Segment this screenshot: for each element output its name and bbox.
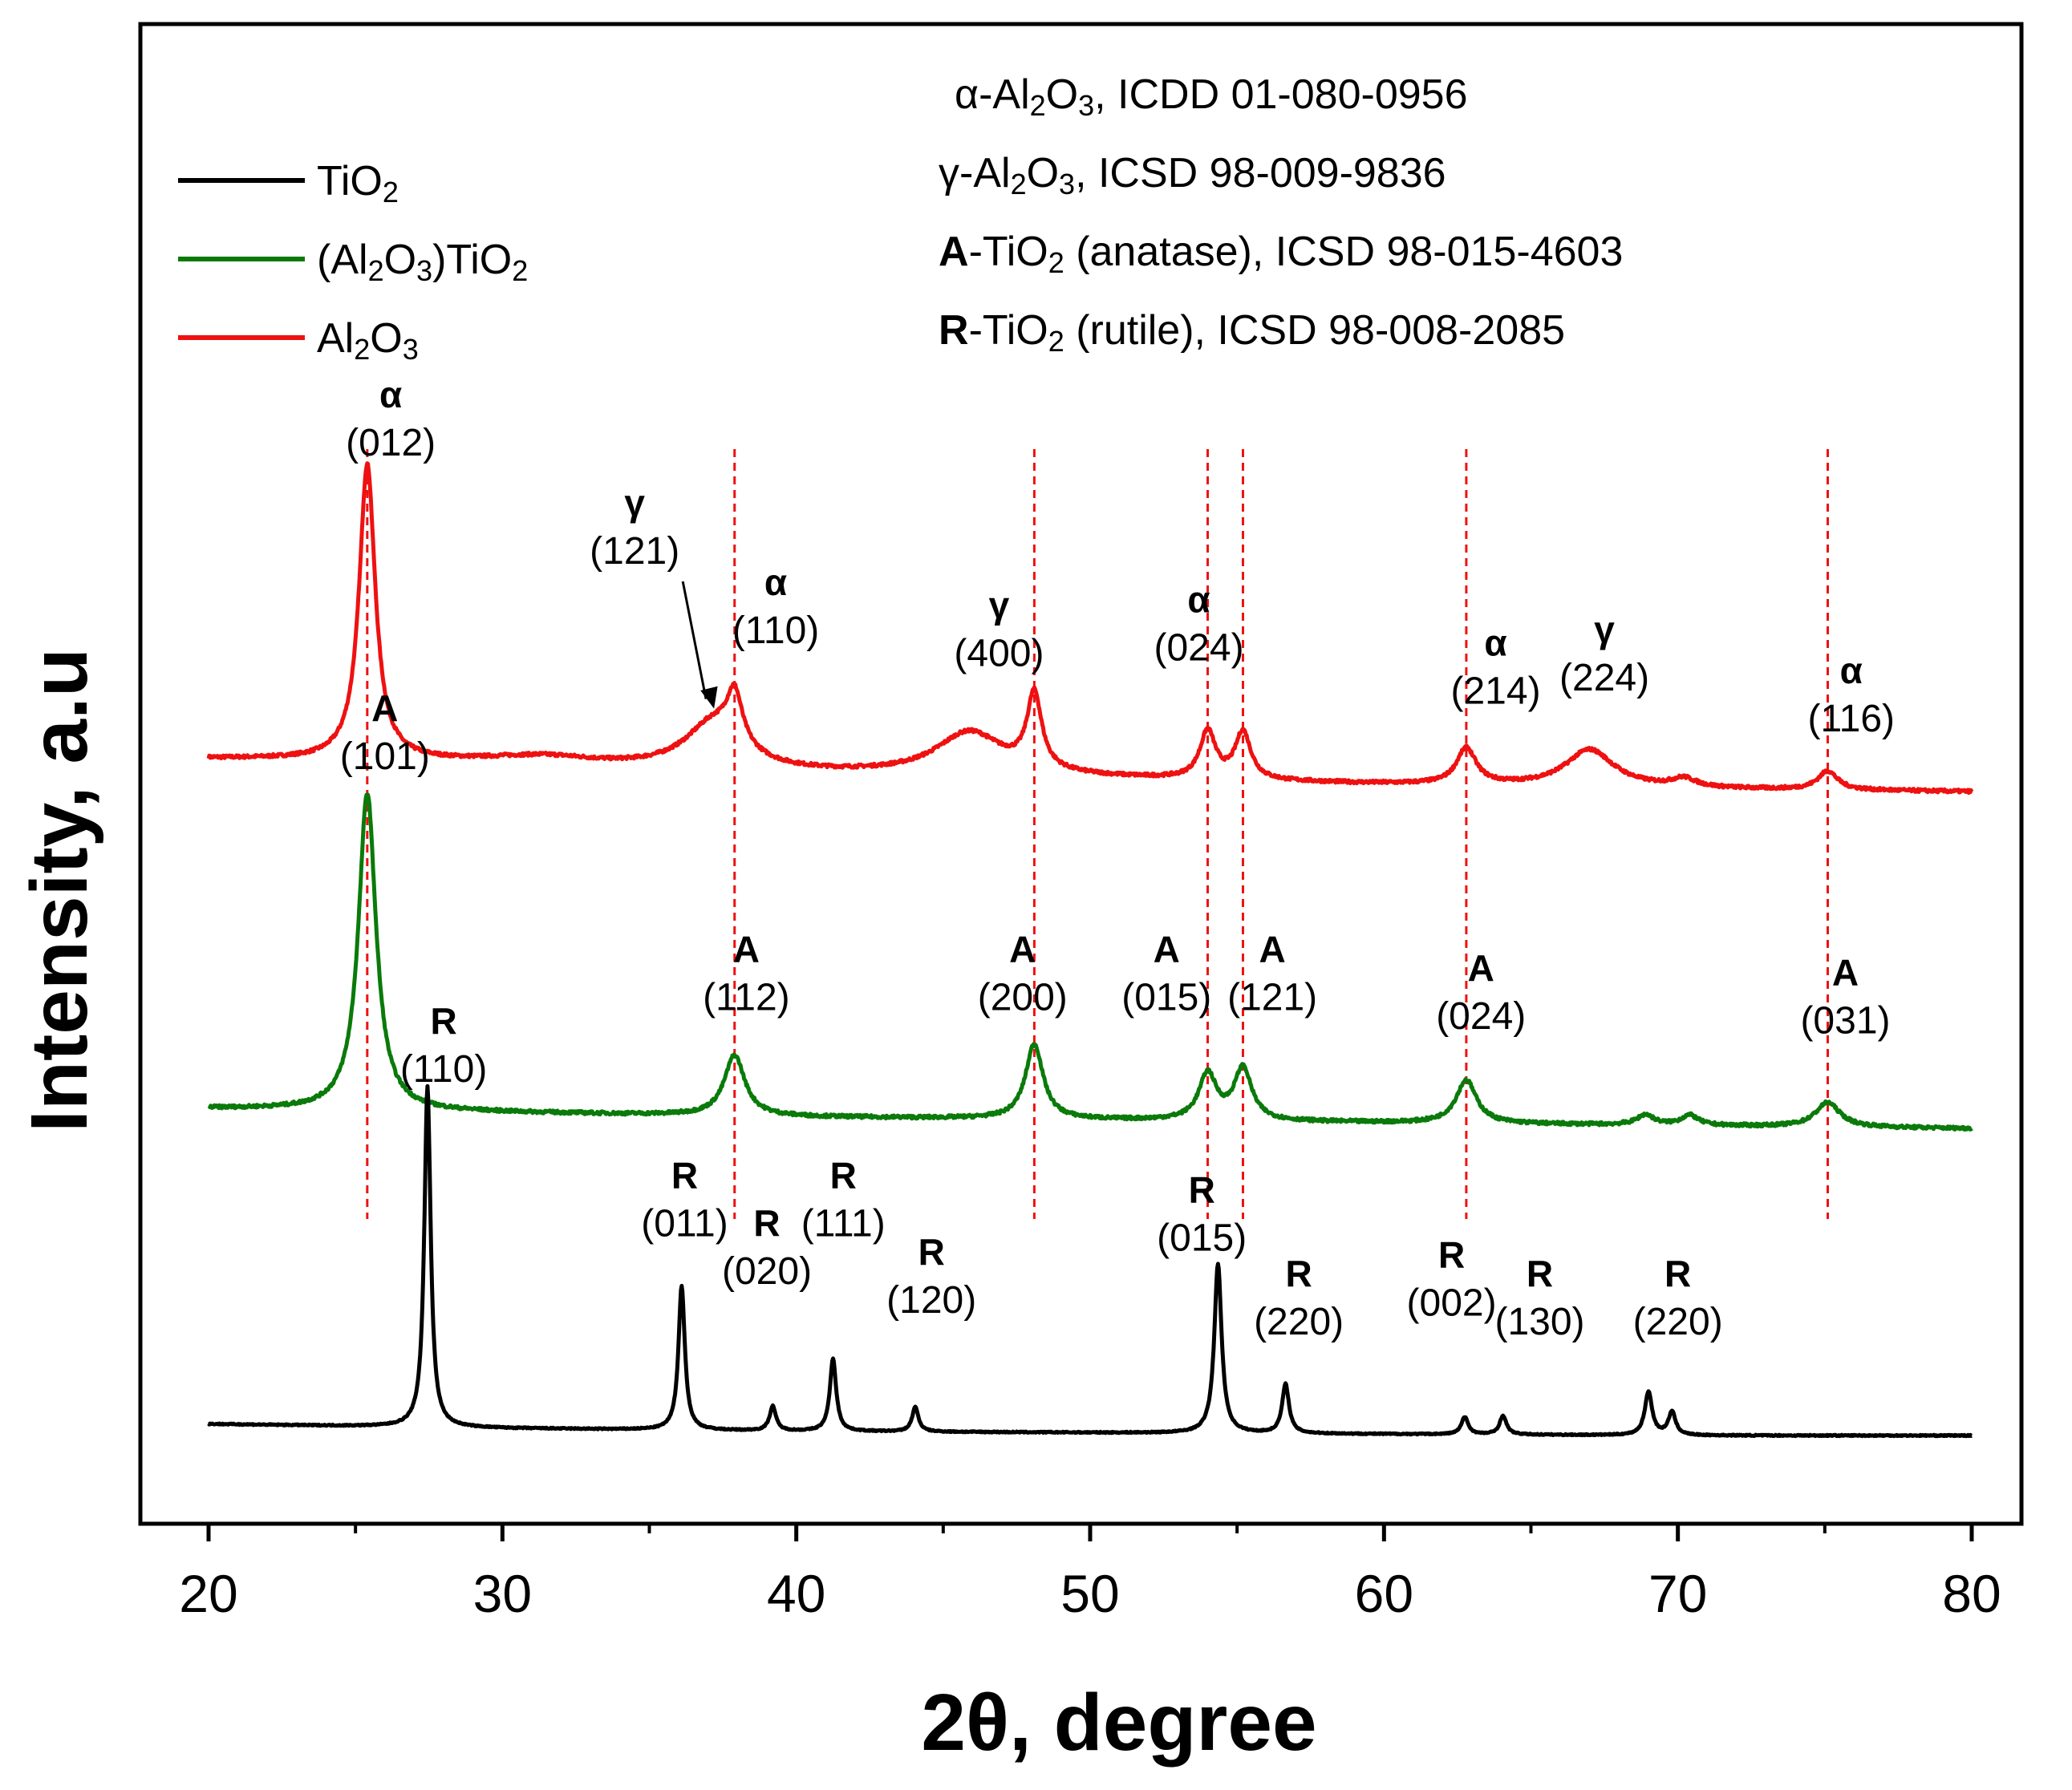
peak-phase-label: A [1154, 929, 1180, 970]
reference-info-line: A-TiO2 (anatase), ICSD 98-015-4603 [939, 229, 1623, 279]
peak-phase-label: α [1484, 622, 1506, 664]
peak-phase-label: A [1009, 929, 1036, 970]
peak-hkl-label: (015) [1121, 977, 1211, 1019]
x-tick-label: 40 [767, 1564, 825, 1623]
peak-phase-label: R [1664, 1253, 1691, 1294]
peak-hkl-label: (400) [954, 633, 1044, 675]
peak-hkl-label: (110) [400, 1048, 488, 1091]
annotation-arrow [681, 581, 708, 699]
peak-phase-label: A [733, 929, 760, 970]
peak-hkl-label: (116) [1808, 698, 1896, 740]
peak-phase-label: R [753, 1202, 780, 1244]
legend-label: Al2O3 [317, 315, 419, 366]
peak-phase-label: R [1285, 1253, 1312, 1294]
peak-phase-label: R [430, 1000, 456, 1042]
x-tick-label: 50 [1060, 1564, 1119, 1623]
series-line [207, 1083, 1973, 1439]
reference-info: α-Al2O3, ICDD 01-080-0956 γ-Al2O3, ICSD 9… [939, 71, 1623, 358]
reference-info-line: γ-Al2O3, ICSD 98-009-9836 [939, 150, 1446, 200]
plot-frame [138, 22, 2024, 1526]
legend: TiO2 (Al2O3)TiO2 Al2O3 [178, 158, 528, 366]
peak-hkl-label: (002) [1407, 1282, 1497, 1325]
peak-hkl-label: (121) [590, 530, 679, 573]
peak-hkl-label: (120) [886, 1279, 976, 1322]
peak-hkl-label: (024) [1154, 627, 1244, 670]
peak-hkl-label: (214) [1451, 670, 1541, 713]
peak-hkl-label: (101) [340, 735, 430, 778]
peak-phase-label: α [764, 561, 787, 603]
peak-phase-label: α [1840, 650, 1863, 691]
peak-annotations: α (012) γ (121) α (110) γ (400) α (024) α (214) γ (22… [340, 374, 1895, 1343]
peak-hkl-label: (224) [1559, 657, 1649, 699]
peak-phase-label: R [1527, 1253, 1553, 1294]
peak-phase-label: γ [624, 482, 645, 524]
reference-info-line: R-TiO2 (rutile), ICSD 98-008-2085 [939, 307, 1565, 358]
x-tick-label: 70 [1648, 1564, 1707, 1623]
series-group [206, 461, 1974, 1439]
peak-phase-label: α [1187, 579, 1210, 621]
peak-phase-label: R [830, 1155, 857, 1197]
x-axis-title: 2θ, degree [921, 1678, 1316, 1768]
peak-hkl-label: (024) [1436, 995, 1526, 1038]
x-tick-label: 80 [1942, 1564, 2001, 1623]
peak-phase-label: γ [1594, 609, 1615, 650]
peak-hkl-label: (020) [722, 1250, 812, 1293]
y-axis-title: Intensity, a.u [14, 648, 104, 1132]
series-line [206, 461, 1974, 796]
annotation-arrowhead [700, 686, 718, 709]
peak-hkl-label: (011) [641, 1203, 728, 1245]
peak-hkl-label: (110) [732, 609, 820, 652]
series-line [207, 792, 1973, 1132]
peak-hkl-label: (220) [1254, 1301, 1344, 1343]
peak-hkl-label: (121) [1227, 977, 1317, 1019]
peak-phase-label: γ [989, 585, 1010, 626]
peak-hkl-label: (031) [1800, 999, 1890, 1042]
x-axis: 20 30 40 50 60 70 80 [179, 1524, 2001, 1623]
x-tick-label: 20 [179, 1564, 237, 1623]
peak-phase-label: R [918, 1231, 945, 1273]
peak-hkl-label: (012) [346, 422, 436, 464]
peak-hkl-label: (220) [1633, 1301, 1723, 1343]
reference-info-line: α-Al2O3, ICDD 01-080-0956 [955, 71, 1468, 122]
peak-hkl-label: (111) [801, 1203, 886, 1245]
x-tick-label: 60 [1355, 1564, 1413, 1623]
legend-label: (Al2O3)TiO2 [317, 237, 528, 287]
peak-phase-label: R [671, 1155, 698, 1197]
peak-hkl-label: (015) [1157, 1217, 1247, 1260]
peak-phase-label: R [1189, 1169, 1215, 1211]
peak-phase-label: A [371, 687, 398, 729]
peak-phase-label: α [379, 374, 402, 415]
x-tick-label: 30 [473, 1564, 532, 1623]
peak-phase-label: A [1259, 929, 1286, 970]
peak-phase-label: A [1468, 947, 1494, 989]
reference-lines [366, 449, 1829, 1219]
peak-hkl-label: (112) [703, 977, 790, 1019]
peak-phase-label: R [1438, 1234, 1465, 1276]
peak-hkl-label: (130) [1494, 1301, 1584, 1343]
legend-label: TiO2 [317, 158, 399, 209]
peak-phase-label: A [1832, 951, 1859, 993]
peak-hkl-label: (200) [978, 977, 1068, 1019]
